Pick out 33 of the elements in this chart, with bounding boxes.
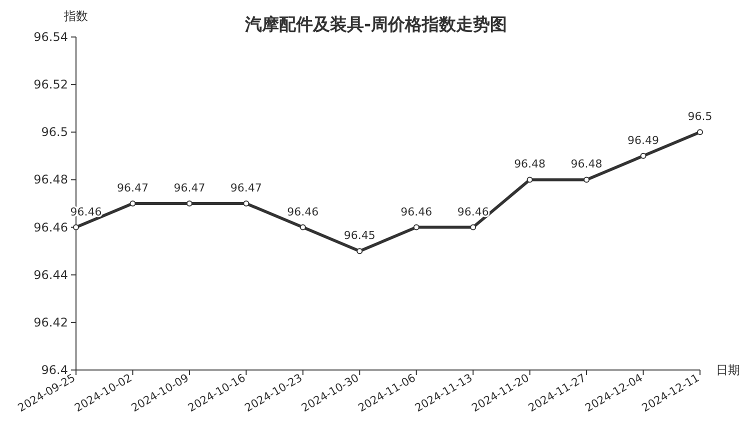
data-label: 96.48 <box>514 158 546 171</box>
y-tick-label: 96.44 <box>34 268 68 282</box>
point <box>640 152 646 159</box>
data-label: 96.46 <box>287 205 319 218</box>
data-label: 96.49 <box>628 134 660 147</box>
y-tick-label: 96.54 <box>34 30 68 44</box>
data-label: 96.47 <box>230 182 262 194</box>
chart-title: 汽摩配件及装具-周价格指数走势图 <box>244 15 508 35</box>
data-label: 96.45 <box>344 229 376 242</box>
point <box>470 224 476 230</box>
data-label: 96.48 <box>570 158 602 171</box>
y-tick-label: 96.42 <box>34 315 68 330</box>
point <box>697 129 703 136</box>
data-label: 96.47 <box>116 182 148 194</box>
y-axis-title: 指数 <box>63 9 88 23</box>
point <box>413 224 420 230</box>
y-tick-label: 96.48 <box>34 172 68 187</box>
y-tick-label: 96.5 <box>41 125 68 140</box>
data-label: 96.46 <box>400 205 432 218</box>
y-tick-label: 96.46 <box>34 220 68 234</box>
data-label: 96.47 <box>174 182 206 194</box>
x-axis-title: 日期 <box>716 363 740 377</box>
y-tick-label: 96.4 <box>41 363 68 377</box>
data-label: 96.46 <box>457 205 489 218</box>
point <box>243 200 250 206</box>
point <box>130 200 136 206</box>
data-label: 96.5 <box>688 110 712 124</box>
y-tick-label: 96.52 <box>34 78 68 92</box>
point <box>73 224 79 230</box>
point <box>300 224 306 230</box>
point <box>584 176 590 183</box>
point <box>356 248 363 254</box>
point <box>526 176 533 183</box>
